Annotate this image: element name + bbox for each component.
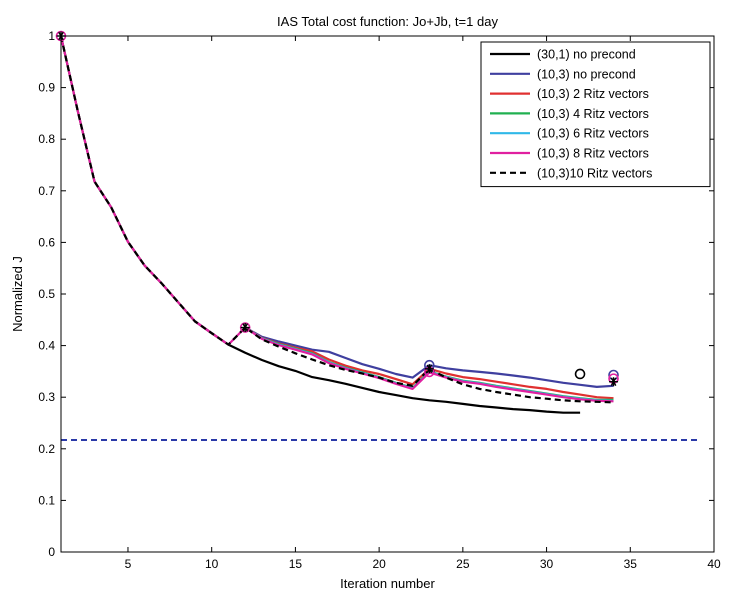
y-tick-label: 0 (48, 545, 55, 559)
legend-entry-4: (10,3) 6 Ritz vectors (537, 127, 649, 141)
y-tick-label: 0.2 (38, 442, 55, 456)
marker-star (424, 364, 434, 374)
marker-circle (574, 368, 586, 380)
legend-entry-1: (10,3) no precond (537, 67, 636, 81)
legend-entry-0: (30,1) no precond (537, 48, 636, 62)
y-tick-label: 1 (48, 29, 55, 43)
legend-entry-6: (10,3)10 Ritz vectors (537, 166, 652, 180)
y-tick-label: 0.9 (38, 81, 55, 95)
plot-frame (60, 35, 715, 553)
y-tick-label: 0.5 (38, 287, 55, 301)
y-axis-label: Normalized J (10, 256, 25, 332)
legend: (30,1) no precond (10,3) no precond (10,3)… (480, 41, 711, 188)
marker-star (609, 377, 619, 387)
legend-entry-3: (10,3) 4 Ritz vectors (537, 107, 649, 121)
y-tick-label: 0.1 (38, 493, 55, 507)
x-axis-label: Iteration number (340, 576, 435, 591)
legend-entry-5: (10,3) 8 Ritz vectors (537, 147, 649, 161)
y-tick-label: 0.8 (38, 132, 55, 146)
x-tick-label: 20 (372, 557, 386, 571)
x-tick-label: 35 (624, 557, 638, 571)
y-tick-label: 0.4 (38, 339, 55, 353)
legend-entry-2: (10,3) 2 Ritz vectors (537, 87, 649, 101)
x-tick-label: 10 (205, 557, 219, 571)
y-tick-label: 0.6 (38, 235, 55, 249)
x-tick-label: 25 (456, 557, 470, 571)
chart-title: IAS Total cost function: Jo+Jb, t=1 day (277, 14, 498, 29)
x-tick-label: 30 (540, 557, 554, 571)
marker-star (240, 323, 250, 333)
x-tick-label: 15 (289, 557, 303, 571)
axis-ticks: 5 10 15 20 25 30 35 40 0 0.1 0.2 0.3 0.4 0.5 0.6 0.7 0.8… (38, 29, 721, 571)
y-tick-label: 0.7 (38, 184, 55, 198)
x-tick-label: 5 (125, 557, 132, 571)
x-tick-label: 40 (707, 557, 721, 571)
y-tick-label: 0.3 (38, 390, 55, 404)
series-line-5 (59, 35, 614, 403)
